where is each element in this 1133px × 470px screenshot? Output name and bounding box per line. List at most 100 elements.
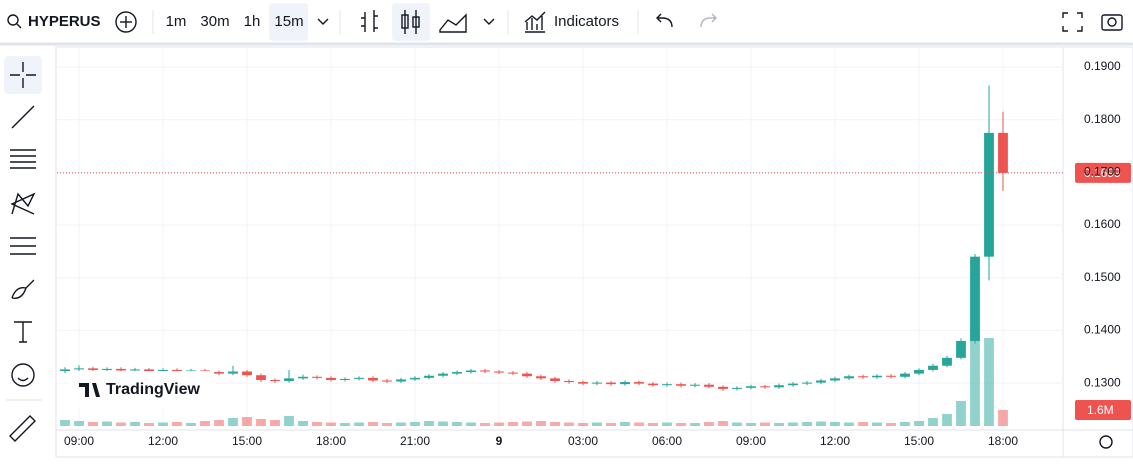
volume-bar [550, 422, 560, 426]
area-icon[interactable] [439, 13, 467, 33]
y-tick-label: 0.1400 [1084, 323, 1121, 337]
x-tick-label: 09:00 [736, 434, 766, 448]
y-tick-label: 0.1800 [1084, 112, 1121, 126]
volume-bar [172, 422, 182, 426]
trendline-tool[interactable] [11, 105, 35, 129]
candle-body [998, 132, 1008, 173]
volume-bar [802, 422, 812, 426]
candle-body [746, 386, 756, 388]
chart-frame [55, 46, 1133, 458]
last-price-label: 0.1699 [1084, 166, 1121, 180]
candle-body [830, 378, 840, 381]
grid [57, 47, 1063, 430]
fib-tool[interactable] [10, 149, 36, 169]
volume-bar [494, 422, 504, 426]
interval[interactable]: 1h [244, 13, 261, 30]
chevron[interactable] [483, 18, 495, 25]
settings[interactable] [1099, 435, 1113, 449]
candle-body [508, 372, 518, 374]
candle-body [718, 386, 728, 389]
candle-body [424, 375, 434, 378]
x-tick-label: 18:00 [988, 434, 1018, 448]
text-tool[interactable] [14, 321, 32, 343]
volume-bar [998, 410, 1008, 426]
volume-bar [60, 420, 70, 426]
candle-body [858, 376, 868, 378]
volume-bar [704, 422, 714, 426]
projection-tool[interactable] [10, 237, 36, 255]
x-tick-label: 9 [496, 434, 503, 448]
indicators[interactable]: Indicators [554, 13, 619, 30]
x-tick-label: 18:00 [316, 434, 346, 448]
bars-icon[interactable] [361, 10, 378, 32]
volume-bar [830, 422, 840, 426]
candle-body [802, 382, 812, 384]
volume-bar [158, 422, 168, 426]
candle-body [984, 132, 994, 257]
volume-bar [886, 423, 896, 426]
volume-bar [844, 422, 854, 426]
snapshot-lens [1107, 17, 1117, 27]
search-icon-handle [16, 23, 22, 29]
brush-tool[interactable] [11, 279, 35, 299]
interval[interactable]: 30m [200, 13, 229, 30]
volume-bar [732, 422, 742, 426]
volume-bar [228, 418, 238, 426]
volume-bar [466, 422, 476, 426]
pattern-tool[interactable] [10, 192, 36, 215]
candle-body [816, 380, 826, 383]
interval[interactable]: 15m [274, 13, 303, 30]
volume-bar [130, 422, 140, 426]
candle-body [676, 384, 686, 386]
fullscreen[interactable] [1062, 12, 1083, 32]
candle-body [102, 368, 112, 370]
candle-body [760, 386, 770, 388]
candle-body [270, 379, 280, 382]
volume-bar [298, 421, 308, 426]
volume-bar [116, 422, 126, 426]
candle-body [312, 376, 322, 378]
volume-bar [102, 421, 112, 426]
volume-bar [662, 422, 672, 426]
snapshot[interactable] [1101, 14, 1123, 31]
emoji-tool[interactable] [11, 363, 35, 387]
watermark: TradingView [68, 371, 215, 409]
volume-bar [900, 422, 910, 426]
crosshair-tool[interactable] [10, 62, 36, 88]
candle-body [354, 377, 364, 379]
chevron[interactable] [317, 18, 329, 25]
candles-icon[interactable] [404, 10, 417, 34]
candle-body [186, 370, 196, 372]
y-tick-label: 0.1700 [1084, 165, 1121, 179]
volume-bar [480, 423, 490, 426]
candle-body [214, 372, 224, 374]
volume-bar [382, 423, 392, 426]
redo[interactable] [700, 13, 717, 28]
ruler-tool[interactable] [9, 415, 36, 442]
y-tick-label: 0.1500 [1084, 270, 1121, 284]
candle-body [242, 371, 252, 376]
candle-body [536, 376, 546, 379]
volume-bar [592, 422, 602, 426]
volume-bar [858, 422, 868, 426]
candle-body [172, 369, 182, 372]
volume-bar [746, 423, 756, 426]
candle-body [914, 369, 924, 374]
candle-body [844, 376, 854, 379]
candle-body [88, 368, 98, 370]
add-symbol[interactable] [115, 11, 137, 33]
volume-bar [88, 422, 98, 426]
symbol[interactable]: HYPERUS [28, 13, 101, 30]
volume-bar [312, 422, 322, 426]
candle-body [886, 375, 896, 377]
interval[interactable]: 1m [166, 13, 187, 30]
search-icon[interactable] [7, 14, 19, 26]
undo[interactable] [656, 13, 673, 28]
candle-body [942, 357, 952, 366]
volume-bar [564, 422, 574, 426]
candle-body [480, 370, 490, 372]
candle-body [256, 375, 266, 380]
candle-body [60, 369, 70, 371]
indicators-icon[interactable] [524, 11, 546, 33]
candles-selected [392, 3, 430, 41]
